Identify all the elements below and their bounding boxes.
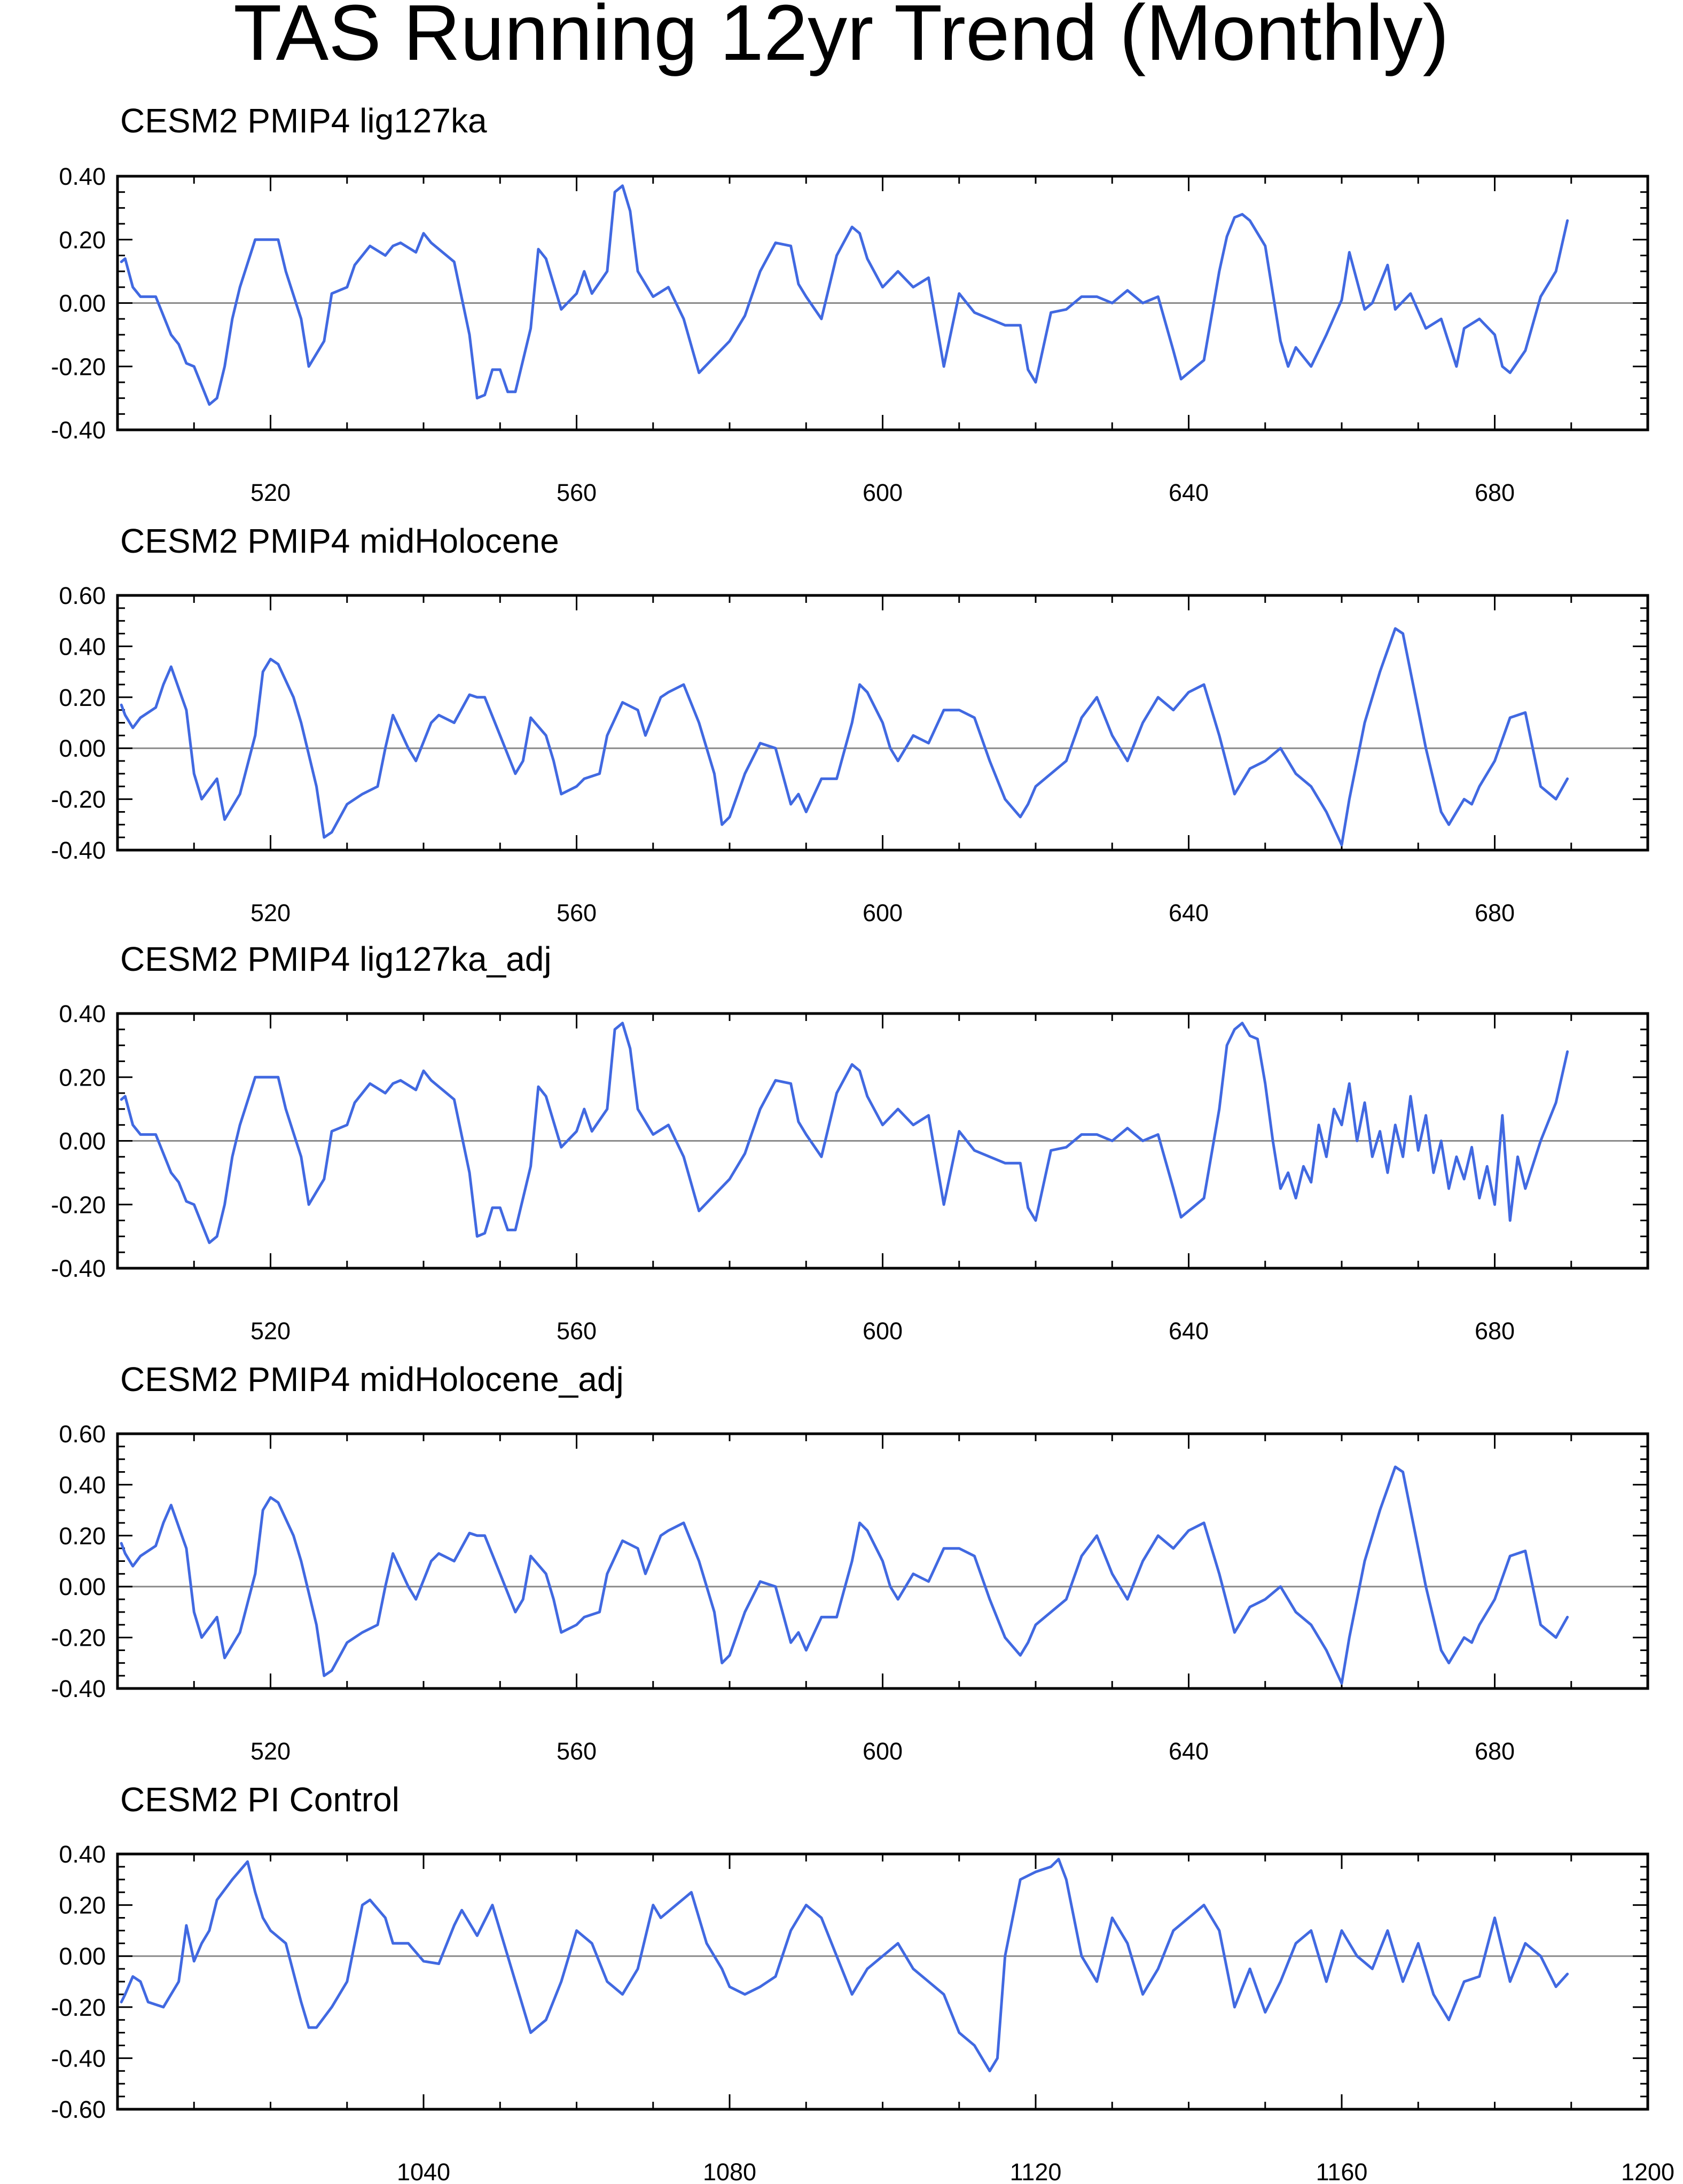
chart-panel-1: CESM2 PMIP4 lig127ka -0.40 -0.20 0.00 0.20 0.… (51, 101, 1649, 506)
x-tick-label: 1160 (1316, 2158, 1368, 2184)
chart-panel-4: CESM2 PMIP4 midHolocene_adj -0.40 -0.20 0.0… (51, 1360, 1649, 1765)
chart-panel-5: CESM2 PI Control -0.60 -0.40 -0.20 0.00 0.20 0… (51, 1780, 1674, 2184)
y-tick-label: -0.40 (51, 837, 106, 864)
x-tick-label: 680 (1475, 479, 1515, 506)
x-tick-label: 600 (863, 1317, 903, 1345)
y-tick-label: 0.00 (59, 1128, 106, 1155)
y-tick-label: 0.40 (59, 163, 106, 190)
x-tick-label: 640 (1169, 899, 1209, 926)
x-tick-label: 560 (557, 479, 597, 506)
chart-title: CESM2 PMIP4 midHolocene (120, 522, 559, 560)
x-tick-label: 600 (863, 899, 903, 926)
y-tick-label: 0.60 (59, 1420, 106, 1448)
x-tick-label: 520 (251, 899, 291, 926)
series-line-midHolocene_adj (120, 1465, 1569, 1685)
y-tick-label: 0.20 (59, 1064, 106, 1091)
y-tick-label: -0.40 (51, 2045, 106, 2072)
plot-frame (116, 1852, 1649, 2111)
x-tick-label: 1200 (1621, 2158, 1674, 2184)
y-tick-label: 0.60 (59, 582, 106, 609)
series-line-midHolocene (120, 627, 1569, 846)
y-tick-label: -0.20 (51, 786, 106, 813)
chart-title: CESM2 PMIP4 midHolocene_adj (120, 1360, 624, 1399)
panels: CESM2 PMIP4 lig127ka -0.40 -0.20 0.00 0.20 0.… (51, 101, 1674, 2184)
y-tick-label: -0.20 (51, 353, 106, 380)
plot-frame (116, 1012, 1649, 1270)
series-line-lig127ka_adj (120, 1022, 1569, 1244)
y-tick-label: 0.40 (59, 1841, 106, 1868)
y-tick-label: 0.00 (59, 290, 106, 317)
chart-title: CESM2 PMIP4 lig127ka (120, 101, 487, 140)
plot-frame (116, 175, 1649, 431)
chart-title: CESM2 PI Control (120, 1780, 400, 1819)
x-tick-label: 520 (251, 1317, 291, 1345)
y-tick-label: -0.20 (51, 1191, 106, 1219)
y-tick-label: -0.20 (51, 1994, 106, 2021)
chart-title: CESM2 PMIP4 lig127ka_adj (120, 940, 552, 978)
chart-panel-3: CESM2 PMIP4 lig127ka_adj -0.40 -0.20 0.00 0.… (51, 940, 1649, 1345)
y-tick-label: 0.20 (59, 226, 106, 254)
y-tick-label: 0.00 (59, 735, 106, 762)
series-line-lig127ka (120, 184, 1569, 406)
y-tick-label: 0.20 (59, 1522, 106, 1550)
x-tick-label: 600 (863, 479, 903, 506)
y-tick-label: 0.20 (59, 684, 106, 711)
x-tick-label: 520 (251, 1738, 291, 1765)
x-tick-label: 1120 (1010, 2158, 1062, 2184)
y-tick-label: 0.40 (59, 633, 106, 660)
x-tick-label: 560 (557, 899, 597, 926)
y-tick-label: 0.40 (59, 1471, 106, 1498)
x-tick-label: 680 (1475, 1738, 1515, 1765)
x-tick-label: 680 (1475, 899, 1515, 926)
x-tick-label: 680 (1475, 1317, 1515, 1345)
x-tick-label: 600 (863, 1738, 903, 1765)
y-tick-label: -0.20 (51, 1624, 106, 1652)
plot-frame (116, 594, 1649, 852)
y-tick-label: 0.20 (59, 1892, 106, 1919)
x-tick-label: 560 (557, 1317, 597, 1345)
x-tick-label: 1080 (703, 2158, 756, 2184)
y-tick-label: 0.40 (59, 1000, 106, 1027)
series-line-piControl (120, 1858, 1569, 2072)
y-tick-label: 0.00 (59, 1943, 106, 1970)
chart-panel-2: CESM2 PMIP4 midHolocene -0.40 -0.20 0.00 0.2… (51, 522, 1649, 926)
x-tick-label: 1040 (397, 2158, 450, 2184)
y-tick-label: -0.60 (51, 2096, 106, 2123)
x-tick-label: 520 (251, 479, 291, 506)
x-tick-label: 640 (1169, 1738, 1209, 1765)
x-tick-label: 560 (557, 1738, 597, 1765)
x-tick-label: 640 (1169, 1317, 1209, 1345)
plot-frame (116, 1432, 1649, 1690)
x-tick-label: 640 (1169, 479, 1209, 506)
y-tick-label: 0.00 (59, 1573, 106, 1600)
y-tick-label: -0.40 (51, 1675, 106, 1702)
figure-title: TAS Running 12yr Trend (Monthly) (233, 0, 1449, 77)
y-tick-label: -0.40 (51, 1255, 106, 1282)
y-tick-label: -0.40 (51, 417, 106, 444)
